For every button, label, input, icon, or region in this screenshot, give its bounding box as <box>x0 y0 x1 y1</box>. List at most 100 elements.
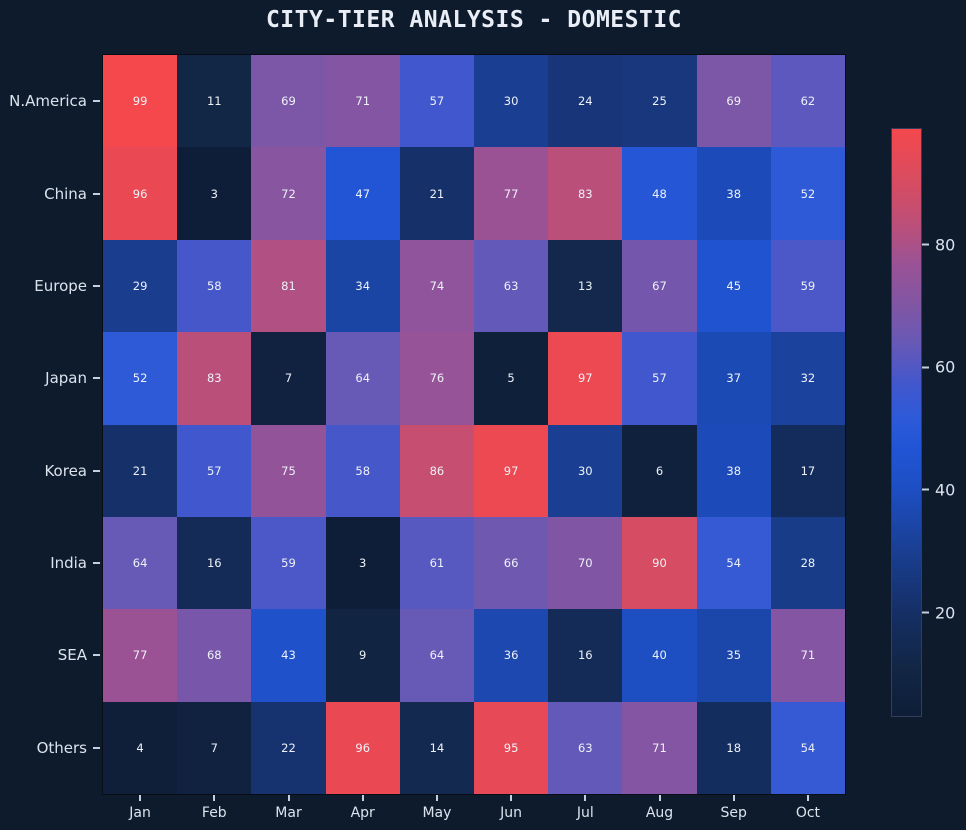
heatmap-cell: 77 <box>103 609 178 702</box>
heatmap-cell: 21 <box>399 147 474 240</box>
heatmap-cell: 13 <box>548 239 623 333</box>
heatmap-cell: 69 <box>696 55 771 148</box>
y-axis-row: Japan <box>0 332 103 424</box>
heatmap-cell: 3 <box>177 147 252 240</box>
y-axis-row: Others <box>0 702 103 794</box>
x-tick-label: Jan <box>129 805 151 821</box>
x-axis-col: Apr <box>326 795 400 829</box>
heatmap-cell: 71 <box>770 609 845 702</box>
y-axis: N.America China Europe Japan Korea India SEA Ot… <box>0 55 103 794</box>
heatmap-cell: 83 <box>177 332 252 425</box>
heatmap-cell: 30 <box>548 424 623 517</box>
colorbar-tick-mark <box>922 366 929 369</box>
colorbar-tick: 60 <box>922 358 955 377</box>
heatmap-cell: 59 <box>770 239 845 333</box>
x-axis-col: Jun <box>474 795 548 829</box>
heatmap-cell: 29 <box>103 239 178 333</box>
heatmap-cell: 35 <box>696 609 771 702</box>
heatmap-cell: 47 <box>325 147 400 240</box>
x-axis-col: Oct <box>771 795 845 829</box>
heatmap-cell: 96 <box>325 701 400 794</box>
x-tick-label: Jul <box>576 805 594 821</box>
heatmap-cell: 11 <box>177 55 252 148</box>
x-tick-mark <box>806 795 809 801</box>
y-axis-row: China <box>0 147 103 239</box>
y-axis-row: N.America <box>0 55 103 147</box>
heatmap-cell: 66 <box>473 516 549 610</box>
heatmap-cell: 7 <box>251 332 326 425</box>
heatmap-cell: 63 <box>473 239 549 333</box>
x-axis-col: Feb <box>177 795 251 829</box>
heatmap-cell: 57 <box>399 55 474 148</box>
heatmap-cell: 99 <box>103 55 178 148</box>
heatmap-cell: 48 <box>622 147 697 240</box>
y-tick-mark <box>93 192 100 195</box>
x-tick-label: Mar <box>275 805 302 821</box>
x-axis-col: Sep <box>697 795 771 829</box>
x-axis-col: Jan <box>103 795 177 829</box>
colorbar-tick-label: 80 <box>935 235 956 255</box>
heatmap-cell: 70 <box>548 516 623 610</box>
heatmap-cell: 86 <box>399 424 474 517</box>
heatmap-cell: 63 <box>548 701 623 794</box>
colorbar-tick-label: 60 <box>935 357 956 377</box>
y-tick-label: SEA <box>57 646 87 665</box>
heatmap-cell: 57 <box>622 332 697 425</box>
heatmap-cell: 38 <box>696 147 771 240</box>
x-tick-mark <box>658 795 661 801</box>
colorbar-tick-mark <box>922 488 929 491</box>
heatmap-cell: 18 <box>696 701 771 794</box>
colorbar-tick: 80 <box>922 235 955 254</box>
x-tick-mark <box>361 795 364 801</box>
y-tick-label: N.America <box>9 92 87 111</box>
heatmap-cell: 59 <box>251 516 326 610</box>
heatmap-cell: 61 <box>399 516 474 610</box>
x-tick-label: Aug <box>645 805 674 821</box>
colorbar-tick-label: 20 <box>935 603 956 623</box>
heatmap-cell: 14 <box>399 701 474 794</box>
heatmap-cell: 52 <box>770 147 845 240</box>
heatmap-cell: 37 <box>696 332 771 425</box>
heatmap-cell: 36 <box>473 609 549 702</box>
heatmap-cell: 62 <box>770 55 845 148</box>
x-tick-mark <box>213 795 216 801</box>
heatmap-cell: 64 <box>103 516 178 610</box>
heatmap-cell: 81 <box>251 239 326 333</box>
y-tick-mark <box>93 100 100 103</box>
heatmap-grid: 99 11 69 71 57 30 24 25 69 62 96 3 72 47 21 77 83 48 38 52 2… <box>102 54 846 795</box>
heatmap-cell: 43 <box>251 609 326 702</box>
y-tick-label: Europe <box>34 276 87 295</box>
heatmap-cell: 30 <box>473 55 549 148</box>
heatmap-cell: 58 <box>177 239 252 333</box>
x-axis: Jan Feb Mar Apr May Jun Jul Aug Sep Oct <box>103 795 845 829</box>
x-tick-label: Apr <box>350 805 375 821</box>
heatmap-cell: 96 <box>103 147 178 240</box>
heatmap-cell: 34 <box>325 239 400 333</box>
y-tick-label: Korea <box>44 461 87 480</box>
y-tick-label: Japan <box>45 369 87 388</box>
y-axis-row: Europe <box>0 240 103 332</box>
heatmap-cell: 17 <box>770 424 845 517</box>
heatmap-cell: 74 <box>399 239 474 333</box>
y-axis-row: Korea <box>0 425 103 517</box>
y-tick-label: India <box>50 554 87 573</box>
heatmap-cell: 25 <box>622 55 697 148</box>
heatmap-cell: 4 <box>103 701 178 794</box>
heatmap-cell: 28 <box>770 516 845 610</box>
heatmap-cell: 97 <box>548 332 623 425</box>
x-tick-mark <box>139 795 142 801</box>
y-tick-mark <box>93 654 100 657</box>
heatmap-cell: 9 <box>325 609 400 702</box>
y-tick-mark <box>93 377 100 380</box>
colorbar-gradient <box>891 128 922 717</box>
colorbar-tick: 20 <box>922 603 955 622</box>
y-axis-row: India <box>0 517 103 609</box>
heatmap-cell: 58 <box>325 424 400 517</box>
colorbar-tick-mark <box>922 611 929 614</box>
heatmap-cell: 54 <box>696 516 771 610</box>
heatmap-cell: 38 <box>696 424 771 517</box>
heatmap-cell: 71 <box>622 701 697 794</box>
x-tick-label: Oct <box>795 805 821 821</box>
heatmap-cell: 72 <box>251 147 326 240</box>
